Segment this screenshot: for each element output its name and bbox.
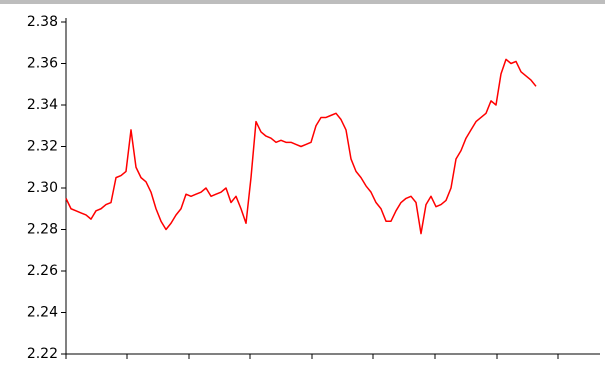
y-tick-label: 2.24	[27, 305, 58, 321]
y-tick-label: 2.36	[27, 56, 58, 72]
y-tick-label: 2.26	[27, 263, 58, 279]
x-tick-marks	[65, 354, 559, 359]
y-tick-label: 2.38	[27, 14, 58, 30]
y-tick-label: 2.34	[27, 97, 58, 113]
y-tick-label: 2.28	[27, 222, 58, 238]
y-tick-label: 2.30	[27, 180, 58, 196]
y-tick-label: 2.32	[27, 139, 58, 155]
top-bar	[0, 0, 605, 4]
y-tick-label: 2.22	[27, 346, 58, 362]
data-line	[65, 58, 537, 235]
